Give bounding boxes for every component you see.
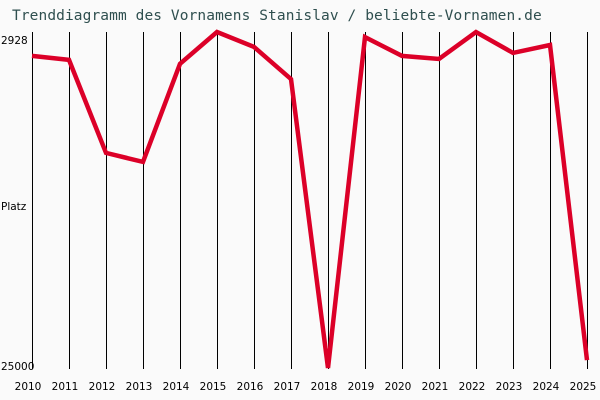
x-tick-label: 2016 bbox=[236, 381, 264, 393]
x-tick-label: 2012 bbox=[88, 381, 116, 393]
trend-line bbox=[31, 29, 590, 369]
x-tick-label: 2013 bbox=[125, 381, 153, 393]
x-tick-label: 2021 bbox=[421, 381, 449, 393]
y-axis-top-label: 2928 bbox=[1, 35, 28, 47]
x-tick-label: 2014 bbox=[162, 381, 190, 393]
vertical-gridlines bbox=[32, 32, 588, 369]
x-tick-label: 2011 bbox=[51, 381, 79, 393]
x-tick-label: 2024 bbox=[532, 381, 560, 393]
x-tick-label: 2017 bbox=[273, 381, 301, 393]
y-axis-title: Platz bbox=[1, 201, 27, 213]
x-tick-label: 2025 bbox=[569, 381, 597, 393]
x-tick-label: 2010 bbox=[14, 381, 42, 393]
x-tick-label: 2023 bbox=[495, 381, 523, 393]
x-tick-label: 2022 bbox=[458, 381, 486, 393]
x-tick-label: 2019 bbox=[347, 381, 375, 393]
x-tick-label: 2015 bbox=[199, 381, 227, 393]
chart-title: Trenddiagramm des Vornamens Stanislav / … bbox=[12, 8, 542, 24]
x-tick-label: 2018 bbox=[310, 381, 338, 393]
x-tick-label: 2020 bbox=[384, 381, 412, 393]
y-axis-bottom-label: 25000 bbox=[1, 361, 35, 373]
